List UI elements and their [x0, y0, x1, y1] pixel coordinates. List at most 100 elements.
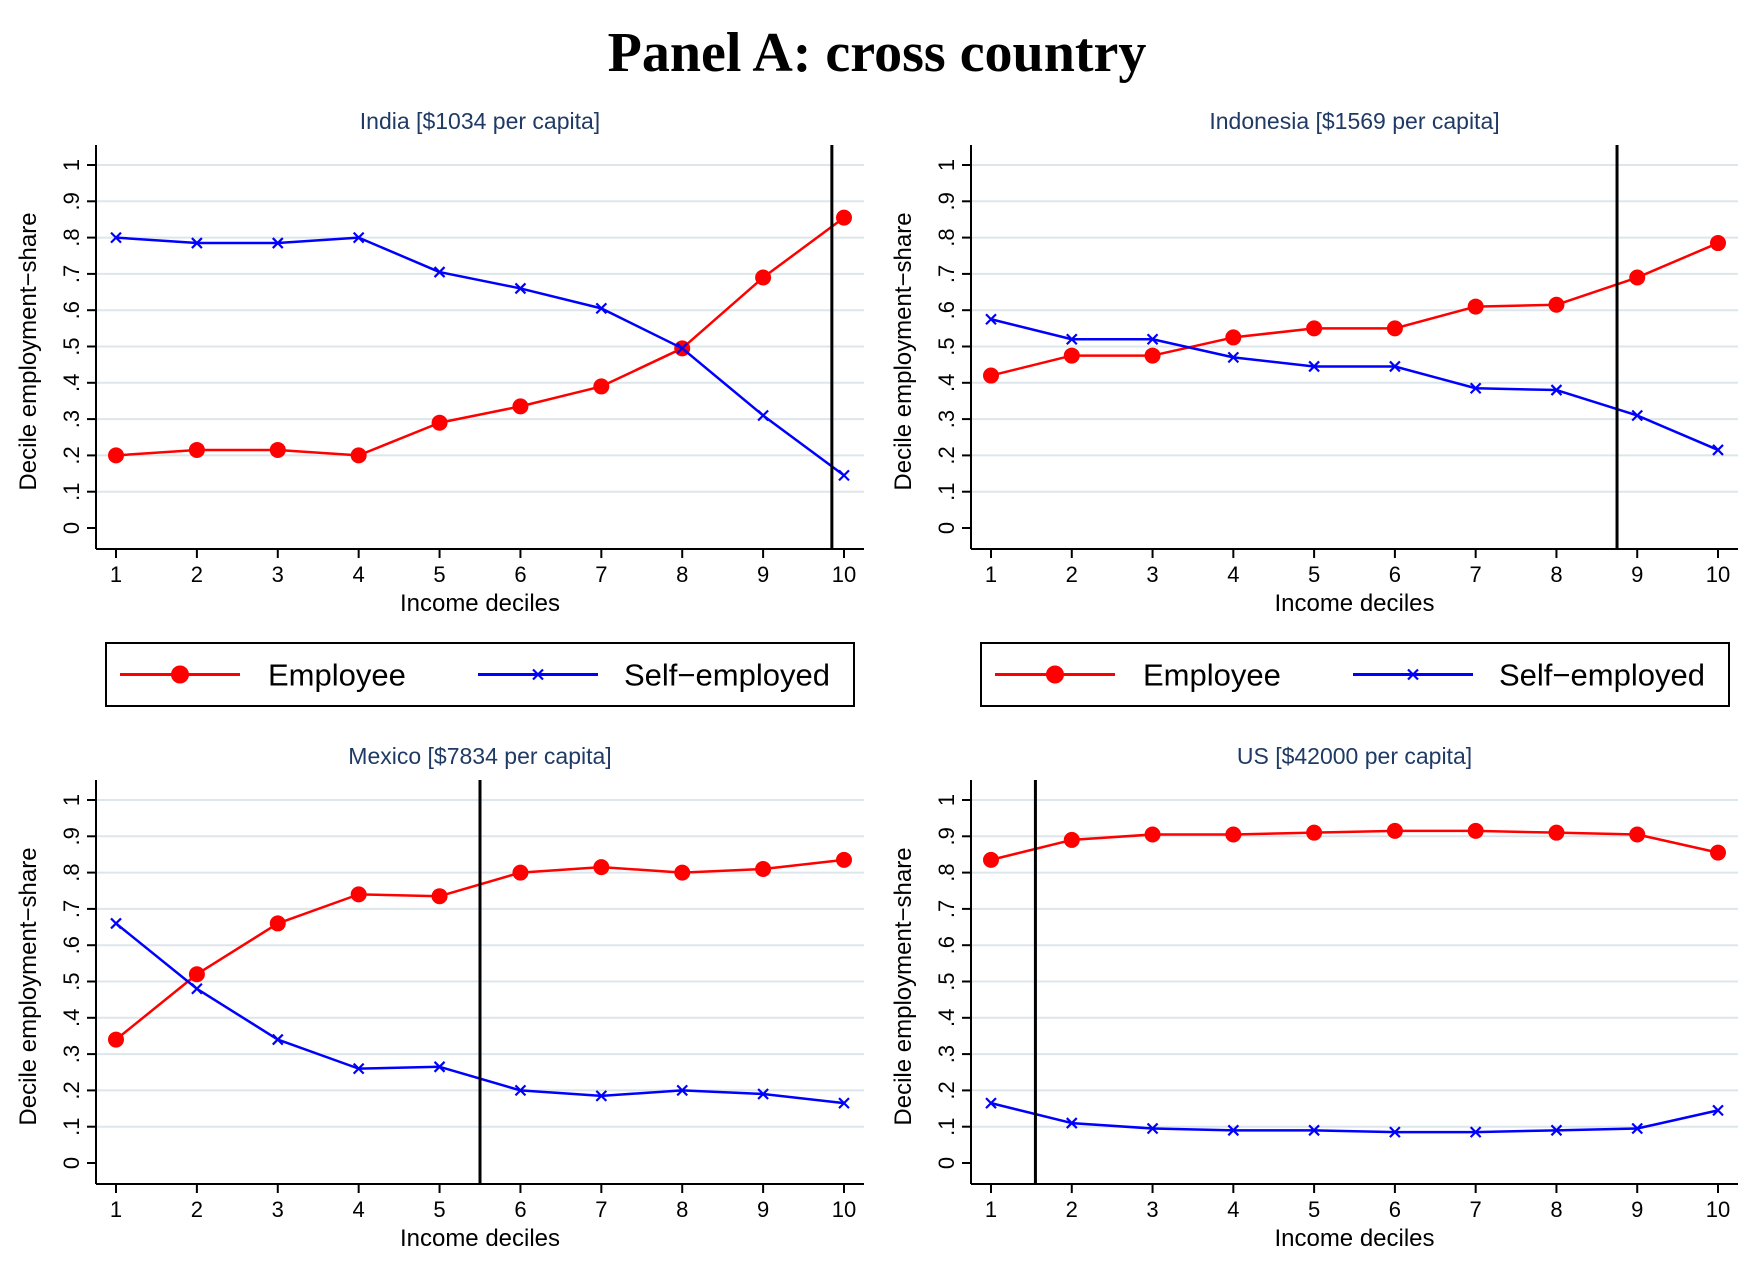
y-tick-label: .2	[934, 446, 959, 464]
employee-point	[1225, 826, 1242, 843]
x-tick-label: 1	[985, 1197, 997, 1222]
y-tick-label: .2	[59, 1081, 84, 1099]
employee-point	[1225, 329, 1242, 346]
self-employed-point	[1389, 360, 1401, 373]
x-tick-label: 5	[433, 1197, 445, 1222]
employee-point	[350, 886, 367, 903]
y-tick-label: .8	[59, 228, 84, 246]
x-tick-label: 2	[191, 562, 203, 587]
self-employed-point	[514, 1084, 527, 1097]
y-tick-label: .4	[934, 374, 959, 392]
x-tick-label: 5	[1308, 1197, 1320, 1222]
x-tick-label: 6	[514, 1197, 526, 1222]
y-tick-label: .4	[59, 374, 84, 392]
employee-point	[1386, 320, 1403, 337]
employee-point	[269, 441, 286, 458]
chart-panel-3: Mexico [$7834 per capita] 0 .1 .2 .3 .4 .5 .6 .7…	[15, 743, 864, 1252]
x-tick-label: 10	[832, 562, 856, 587]
self-employed-point	[1146, 333, 1159, 346]
self-employed-point	[595, 302, 608, 315]
employee-point	[1629, 826, 1646, 843]
legend-self-employed-label: Self−employed	[624, 658, 830, 693]
y-tick-label: 1	[59, 794, 84, 806]
x-tick-label: 3	[272, 562, 284, 587]
panel-title: US [$42000 per capita]	[1237, 743, 1472, 769]
x-tick-label: 2	[1066, 562, 1078, 587]
legend-layer: Employee Self−employed Employee Self−employ…	[105, 642, 1730, 707]
self-employed-point	[433, 266, 446, 278]
self-employed-point	[1146, 1122, 1159, 1135]
self-employed-point	[1066, 333, 1078, 346]
y-axis-title: Decile employment−share	[15, 847, 42, 1125]
y-tick-label: .5	[59, 337, 84, 355]
x-tick-label: 4	[1227, 562, 1239, 587]
y-tick-label: .3	[59, 1045, 84, 1063]
self-employed-point	[110, 231, 122, 244]
self-employed-line	[990, 318, 1719, 452]
y-tick-label: .7	[59, 900, 84, 918]
y-tick-label: 1	[59, 159, 84, 171]
x-tick-label: 6	[1389, 562, 1401, 587]
x-tick-label: 8	[676, 1197, 688, 1222]
self-employed-point	[1712, 444, 1724, 456]
x-tick-label: 9	[757, 1197, 769, 1222]
self-employed-point	[1469, 382, 1482, 395]
x-tick-label: 9	[757, 562, 769, 587]
y-tick-label: .5	[934, 972, 959, 990]
y-tick-label: .1	[934, 1118, 959, 1136]
y-tick-label: .1	[934, 483, 959, 501]
self-employed-point	[1227, 1124, 1240, 1137]
y-axis-title: Decile employment−share	[890, 847, 917, 1125]
y-tick-label: .8	[934, 863, 959, 881]
employee-point	[350, 447, 367, 464]
y-tick-label: .1	[59, 1118, 84, 1136]
y-tick-label: 1	[934, 159, 959, 171]
self-employed-point	[352, 231, 365, 244]
employee-point	[1144, 826, 1161, 843]
y-tick-label: .3	[934, 1045, 959, 1063]
y-tick-label: 0	[934, 1157, 959, 1169]
self-employed-line	[990, 1101, 1719, 1134]
employee-point	[1144, 347, 1161, 364]
legend-2: Employee Self−employed	[980, 642, 1730, 707]
employee-line	[990, 241, 1719, 377]
employee-point	[1386, 822, 1403, 839]
panel-title: Mexico [$7834 per capita]	[348, 743, 611, 769]
x-tick-label: 9	[1631, 1197, 1643, 1222]
y-tick-label: 0	[59, 1157, 84, 1169]
x-tick-label: 2	[1066, 1197, 1078, 1222]
employee-point	[269, 915, 286, 932]
y-tick-label: .9	[59, 192, 84, 210]
x-axis-title: Income deciles	[1274, 590, 1434, 617]
x-tick-label: 6	[1389, 1197, 1401, 1222]
employee-point	[512, 864, 529, 881]
panels-layer: India [$1034 per capita] 0 .1 .2 .3 .4 .5 .6 .7.…	[15, 108, 1738, 1252]
x-tick-label: 10	[1706, 1197, 1730, 1222]
x-tick-label: 8	[1550, 562, 1562, 587]
x-tick-label: 5	[1308, 562, 1320, 587]
legend-employee-marker	[1046, 665, 1064, 684]
x-tick-label: 8	[1550, 1197, 1562, 1222]
employee-point	[983, 367, 999, 384]
x-axis-title: Income deciles	[400, 590, 560, 617]
self-employed-point	[838, 469, 850, 482]
x-tick-label: 1	[985, 562, 997, 587]
self-employed-point	[1227, 351, 1240, 364]
self-employed-point	[595, 1090, 608, 1102]
self-employed-point	[191, 237, 203, 249]
x-tick-label: 5	[433, 562, 445, 587]
y-tick-label: .6	[59, 301, 84, 319]
legend-employee-label: Employee	[1143, 658, 1281, 693]
x-tick-label: 3	[1146, 1197, 1158, 1222]
employee-point	[1629, 269, 1646, 286]
x-tick-label: 7	[595, 562, 607, 587]
self-employed-point	[838, 1097, 850, 1109]
employee-point	[1063, 347, 1080, 364]
x-tick-label: 6	[514, 562, 526, 587]
x-tick-label: 3	[1146, 562, 1158, 587]
x-tick-label: 2	[191, 1197, 203, 1222]
employee-point	[593, 859, 610, 876]
employee-point	[836, 209, 852, 226]
y-tick-label: .6	[934, 301, 959, 319]
x-axis-title: Income deciles	[400, 1225, 560, 1252]
